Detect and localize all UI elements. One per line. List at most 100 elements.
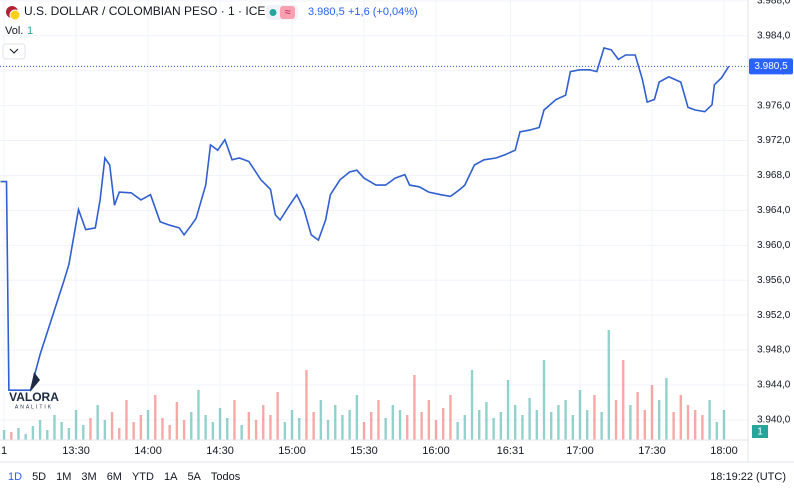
price-line (0, 47, 730, 391)
volume-bar (204, 415, 207, 440)
volume-bar (247, 412, 251, 440)
symbol-title: U.S. DOLLAR / COLOMBIAN PESO · 1 · ICE (24, 4, 265, 18)
flag-icon (9, 9, 21, 21)
delay-icon: ≈ (284, 6, 290, 18)
volume-bar (362, 422, 366, 440)
volume-bar (586, 410, 589, 440)
y-tick-label: 3.960,0 (757, 240, 791, 251)
volume-bar (420, 412, 423, 440)
volume-bar (535, 410, 539, 440)
volume-bar (722, 410, 726, 440)
range-button[interactable]: 1D (8, 471, 22, 483)
x-tick-label: 15:00 (278, 445, 306, 457)
range-button[interactable]: 6M (107, 471, 122, 483)
market-status (269, 9, 277, 16)
range-button[interactable]: YTD (132, 471, 154, 483)
volume-bar (427, 400, 431, 440)
volume-bar (298, 418, 301, 440)
volume-bar (521, 415, 524, 440)
volume-bar (24, 434, 27, 440)
y-tick-label: 3.984,0 (757, 30, 791, 41)
volume-bar (319, 400, 323, 440)
volume-bar (557, 405, 560, 440)
x-tick-label: 16:00 (422, 445, 450, 457)
volume-bar (139, 415, 143, 440)
volume-bar (226, 418, 229, 440)
volume-bar (46, 430, 49, 440)
volume-bar (96, 405, 99, 440)
volume-bar (506, 380, 510, 440)
volume-bar (470, 370, 474, 440)
volume-bar (254, 420, 258, 440)
volume-bar (650, 385, 654, 440)
volume-bar (182, 420, 186, 440)
volume-bar (629, 405, 632, 440)
y-tick-label: 3.956,0 (757, 275, 791, 286)
toolbar: 1D 5D 1M 3M 6M YTD 1A 5A Todos (8, 471, 241, 483)
volume-bar (211, 422, 215, 440)
volume-bar (38, 420, 42, 440)
range-button[interactable]: 1M (56, 471, 71, 483)
volume-bar (434, 420, 438, 440)
x-tick-label: 17:00 (566, 445, 594, 457)
volume-bar (312, 412, 315, 440)
range-button[interactable]: 5A (187, 471, 201, 483)
volume-bar (82, 425, 85, 440)
y-tick-label: 3.968,0 (757, 170, 791, 181)
x-tick-label: 17:30 (638, 445, 666, 457)
collapse-button[interactable] (2, 43, 26, 60)
volume-bar (449, 395, 452, 440)
x-tick-label: 14:00 (134, 445, 162, 457)
y-tick-label: 3.948,0 (757, 345, 791, 356)
volume-bar (478, 410, 481, 440)
volume-bar (276, 392, 279, 440)
volume-bar (391, 405, 395, 440)
volume-bar (528, 398, 531, 440)
volume-bar (175, 402, 179, 440)
range-button[interactable]: 3M (81, 471, 96, 483)
volume-bar (240, 425, 243, 440)
volume-bar (355, 395, 359, 440)
volume-bar (463, 415, 467, 440)
volume-bar (262, 405, 265, 440)
volume-bar (233, 400, 236, 440)
volume-bar (578, 390, 582, 440)
volume-bar (643, 410, 647, 440)
volume-bar (197, 390, 200, 440)
volume-bar (571, 415, 575, 440)
volume-bar (17, 428, 20, 440)
x-tick-label: 1 (1, 445, 7, 457)
volume-bar (593, 395, 596, 440)
volume-bar (377, 400, 380, 440)
y-tick-label: 3.976,0 (757, 100, 791, 111)
range-button[interactable]: Todos (211, 471, 241, 483)
volume-bar (305, 370, 308, 440)
volume-bar (550, 412, 553, 440)
watermark-title: VALORA (9, 390, 59, 404)
volume-bar (398, 410, 402, 440)
watermark-logo (30, 372, 40, 392)
y-tick-label: 3.988,0 (757, 0, 791, 7)
volume-bar (60, 422, 63, 440)
volume-bar (161, 418, 164, 440)
range-button[interactable]: 1A (164, 471, 178, 483)
clock: 18:19:22 (UTC) (710, 471, 786, 483)
x-tick-label: 18:00 (710, 445, 738, 457)
volume-bar (53, 415, 56, 440)
grid (0, 0, 748, 440)
last-price-tag (749, 58, 793, 75)
volume-bar (384, 418, 387, 440)
range-button[interactable]: 5D (32, 471, 46, 483)
watermark-subtitle: ANALITIK (15, 404, 53, 410)
volume-bar (607, 330, 611, 440)
volume-bar (686, 405, 690, 440)
volume-bar (413, 375, 416, 440)
volume-bar (218, 408, 222, 440)
volume-bar (499, 412, 503, 440)
x-tick-label: 13:30 (62, 445, 90, 457)
volume-bar (290, 410, 294, 440)
x-tick-label: 16:31 (497, 445, 525, 457)
volume-bar (679, 395, 683, 440)
